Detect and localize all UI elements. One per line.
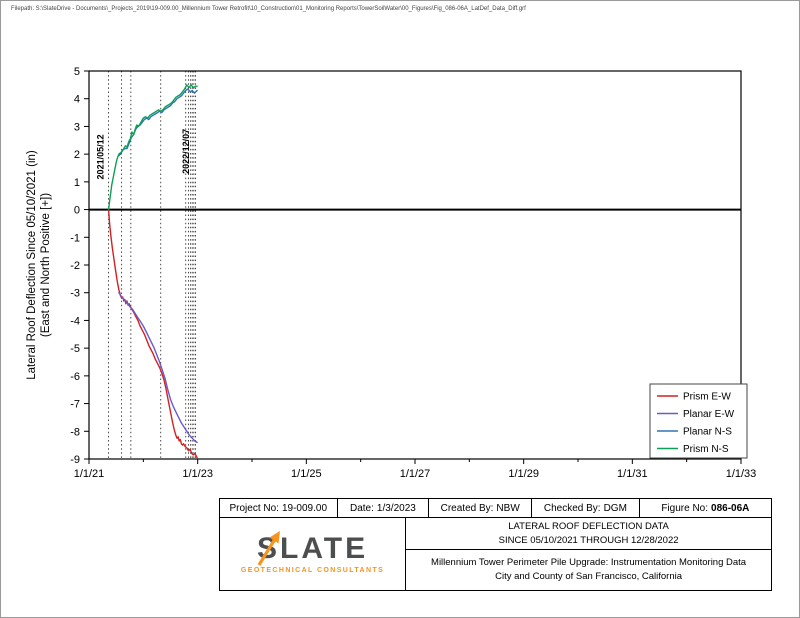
series-prism-e-w bbox=[107, 208, 198, 459]
y-tick-label: -5 bbox=[70, 343, 80, 355]
y-tick-label: -3 bbox=[70, 288, 80, 300]
legend-label: Planar E-W bbox=[683, 409, 735, 420]
y-tick-label: 2 bbox=[74, 149, 80, 161]
created-by-label: Created By: bbox=[440, 502, 494, 514]
figure-title: LATERAL ROOF DEFLECTION DATA SINCE 05/10… bbox=[406, 518, 771, 550]
figure-no-label: Figure No: bbox=[661, 502, 709, 514]
company-logo: SLATE GEOTECHNICAL CONSULTANTS bbox=[220, 518, 407, 590]
y-tick-label: -9 bbox=[70, 454, 80, 466]
project-no-label: Project No: bbox=[229, 502, 279, 514]
figure-subtitle: Millennium Tower Perimeter Pile Upgrade:… bbox=[406, 550, 771, 590]
logo-wordmark: SLATE bbox=[257, 531, 368, 566]
figure-title-line2: SINCE 05/10/2021 THROUGH 12/28/2022 bbox=[498, 534, 679, 546]
logo-arrow-icon bbox=[257, 531, 280, 566]
project-no-value: 19-009.00 bbox=[281, 502, 328, 514]
y-tick-label: -8 bbox=[70, 426, 80, 438]
figure-subtitle-line1: Millennium Tower Perimeter Pile Upgrade:… bbox=[431, 556, 747, 568]
x-tick-label: 1/1/33 bbox=[726, 468, 757, 480]
y-tick-label: 4 bbox=[74, 94, 80, 106]
x-tick-label: 1/1/31 bbox=[617, 468, 648, 480]
checked-by-cell: Checked By: DGM bbox=[532, 499, 640, 517]
deflection-chart: Lateral Roof Deflection Since 05/10/2021… bbox=[26, 66, 757, 480]
date-cell: Date: 1/3/2023 bbox=[338, 499, 430, 517]
created-by-cell: Created By: NBW bbox=[429, 499, 533, 517]
y-tick-label: 3 bbox=[74, 121, 80, 133]
y-tick-label: 5 bbox=[74, 66, 80, 78]
logo-tagline: GEOTECHNICAL CONSULTANTS bbox=[240, 567, 385, 574]
y-axis-label-line2: (East and North Positive [+]) bbox=[40, 193, 52, 337]
y-tick-label: -6 bbox=[70, 371, 80, 383]
figure-title-line1: LATERAL ROOF DEFLECTION DATA bbox=[508, 520, 669, 532]
date-label: Date: bbox=[349, 502, 374, 514]
legend-label: Prism E-W bbox=[683, 392, 731, 403]
checked-by-label: Checked By: bbox=[543, 502, 601, 514]
y-tick-label: 0 bbox=[74, 205, 80, 217]
date-value: 1/3/2023 bbox=[376, 502, 416, 514]
filepath-text: Filepath: S:\SlateDrive - Documents\_Pro… bbox=[11, 6, 526, 12]
title-block: Project No: 19-009.00 Date: 1/3/2023 Creat… bbox=[219, 498, 772, 591]
x-tick-label: 1/1/29 bbox=[508, 468, 539, 480]
series-prism-n-s bbox=[107, 84, 198, 211]
title-block-header-row: Project No: 19-009.00 Date: 1/3/2023 Creat… bbox=[220, 499, 771, 518]
figure-titles: LATERAL ROOF DEFLECTION DATA SINCE 05/10… bbox=[406, 518, 771, 590]
y-axis-label-line1: Lateral Roof Deflection Since 05/10/2021… bbox=[26, 150, 38, 380]
x-tick-label: 1/1/23 bbox=[182, 468, 213, 480]
x-tick-label: 1/1/27 bbox=[400, 468, 431, 480]
legend-label: Planar N-S bbox=[683, 427, 732, 438]
title-block-body-row: SLATE GEOTECHNICAL CONSULTANTS LATERAL R… bbox=[220, 518, 771, 590]
figure-subtitle-line2: City and County of San Francisco, Califo… bbox=[495, 571, 683, 582]
figure-no-value: 086-06A bbox=[711, 502, 750, 514]
x-tick-label: 1/1/21 bbox=[74, 468, 105, 480]
y-tick-label: -2 bbox=[70, 260, 80, 272]
figure-no-cell: Figure No: 086-06A bbox=[640, 499, 771, 517]
checked-by-value: DGM bbox=[603, 502, 627, 514]
y-tick-label: -4 bbox=[70, 315, 80, 327]
series-planar-e-w bbox=[118, 292, 198, 444]
event-annotation: 2021/05/12 bbox=[96, 134, 106, 179]
y-tick-label: -7 bbox=[70, 399, 80, 411]
y-tick-label: -1 bbox=[70, 232, 80, 244]
x-tick-label: 1/1/25 bbox=[291, 468, 322, 480]
y-tick-label: 1 bbox=[74, 177, 80, 189]
series-planar-n-s bbox=[118, 88, 198, 157]
created-by-value: NBW bbox=[496, 502, 520, 514]
event-annotation: 2022/12/07 bbox=[181, 129, 191, 174]
legend-label: Prism N-S bbox=[683, 444, 729, 455]
project-no-cell: Project No: 19-009.00 bbox=[220, 499, 338, 517]
